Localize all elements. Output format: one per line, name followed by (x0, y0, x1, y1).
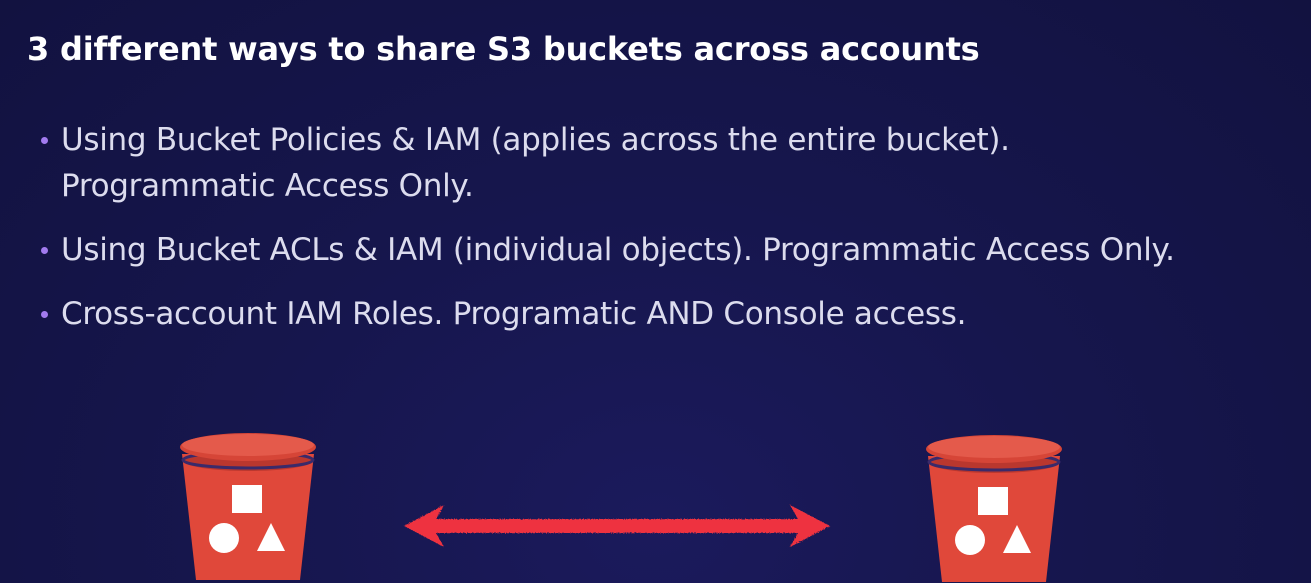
bullet-text-continued: Programmatic Access Only. (61, 168, 474, 204)
s3-bucket-icon (180, 433, 316, 580)
bullet-dot (41, 137, 48, 144)
s3-bucket-icon (926, 435, 1062, 582)
bullet-item: Cross-account IAM Roles. Programatic AND… (40, 291, 1305, 337)
bullet-item: Using Bucket Policies & IAM (applies acr… (40, 117, 1305, 209)
slide-title: 3 different ways to share S3 buckets acr… (27, 30, 980, 68)
bullet-text: Using Bucket ACLs & IAM (individual obje… (61, 232, 1175, 268)
bullet-text: Cross-account IAM Roles. Programatic AND… (61, 296, 967, 332)
bullet-dot (41, 247, 48, 254)
bullet-text: Using Bucket Policies & IAM (applies acr… (61, 122, 1010, 158)
bullet-list: Using Bucket Policies & IAM (applies acr… (40, 117, 1305, 337)
bullet-dot (41, 311, 48, 318)
bullet-item: Using Bucket ACLs & IAM (individual obje… (40, 227, 1305, 273)
double-headed-arrow-icon (404, 505, 830, 547)
